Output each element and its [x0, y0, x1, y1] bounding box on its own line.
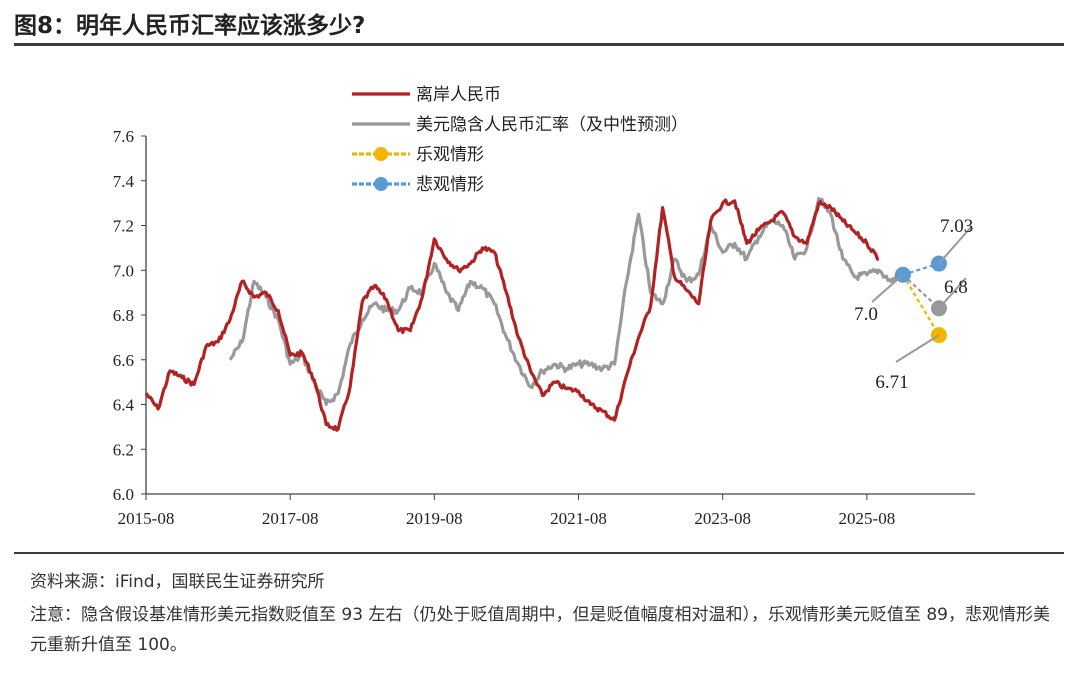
annotation-label: 6.71 [875, 372, 908, 393]
legend-marker [374, 147, 388, 161]
legend-marker [374, 177, 388, 191]
x-tick-label: 2015-08 [118, 509, 175, 528]
x-tick-label: 2025-08 [839, 509, 896, 528]
bottom-divider [14, 552, 1064, 554]
y-tick-label: 6.2 [113, 440, 134, 459]
y-tick-label: 7.4 [113, 172, 135, 191]
y-tick-label: 6.4 [113, 396, 135, 415]
annotation-label: 7.0 [854, 304, 878, 325]
chart-axes: 6.0 6.2 6.4 6.6 6.8 7.0 7.2 7.4 7.6 2015-08 2017-0… [113, 127, 975, 528]
legend-label: 美元隐含人民币汇率（及中性预测） [416, 115, 688, 135]
value-annotations: 7.03 6.8 7.0 6.71 [854, 216, 973, 393]
legend-label: 乐观情形 [416, 145, 484, 165]
y-tick-label: 6.0 [113, 485, 134, 504]
optimistic-dashed-line [901, 274, 940, 336]
y-tick-label: 6.8 [113, 306, 134, 325]
legend-label: 悲观情形 [416, 175, 484, 195]
x-tick-label: 2021-08 [550, 509, 607, 528]
series-line-implied-rate [228, 197, 905, 407]
chart-series [144, 197, 905, 432]
assumption-note: 注意：隐含假设基准情形美元指数贬值至 93 左右（仍处于贬值周期中，但是贬值幅度… [30, 605, 1050, 655]
legend-label: 离岸人民币 [416, 85, 501, 105]
annotation-label: 6.8 [944, 277, 968, 298]
annotation-leader [938, 277, 967, 309]
y-tick-label: 7.2 [113, 217, 134, 236]
y-tick-label: 7.6 [113, 127, 134, 146]
y-tick-label: 7.0 [113, 261, 134, 280]
y-tick-label: 6.6 [113, 351, 134, 370]
annotation-label: 7.03 [940, 216, 973, 237]
neutral-dashed-line [902, 273, 940, 310]
annotation-leader [895, 334, 940, 363]
x-tick-label: 2019-08 [406, 509, 463, 528]
line-chart: 6.0 6.2 6.4 6.6 6.8 7.0 7.2 7.4 7.6 2015-08 2017-0… [113, 85, 975, 528]
x-tick-label: 2023-08 [694, 509, 751, 528]
scenario-markers [894, 255, 947, 344]
figure-title: 图8：明年人民币汇率应该涨多少? [14, 13, 366, 39]
series-line-offshore-cny [144, 198, 879, 432]
source-note: 资料来源：iFind，国联民生证券研究所 [30, 572, 325, 592]
title-divider [14, 43, 1064, 46]
annotation-leader [871, 273, 904, 303]
x-tick-label: 2017-08 [262, 509, 319, 528]
annotation-leader [938, 225, 973, 265]
